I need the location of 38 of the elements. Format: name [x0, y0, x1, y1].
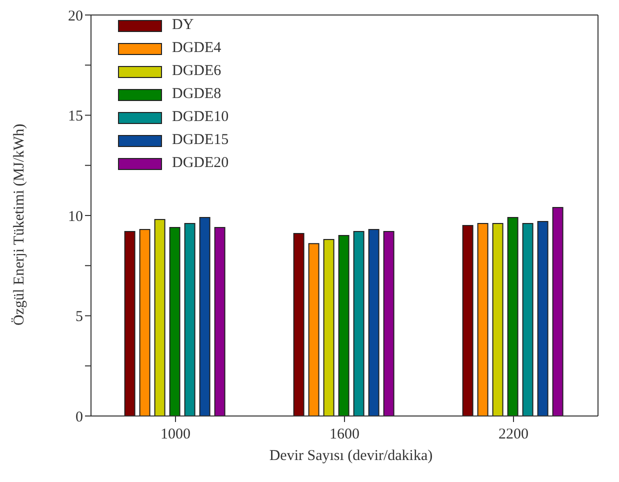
x-tick-label: 1000: [160, 426, 190, 443]
bar: [199, 217, 210, 416]
legend-label: DY: [172, 17, 194, 34]
y-tick-label: 5: [76, 309, 83, 326]
y-tick-label: 10: [68, 208, 83, 225]
bar: [214, 227, 226, 416]
x-axis-title: Devir Sayısı (devir/dakika): [268, 448, 434, 465]
x-tick-label: 1600: [330, 426, 360, 443]
bar: [462, 225, 474, 416]
bar: [293, 233, 304, 416]
y-tick-label: 0: [76, 409, 83, 426]
bar: [492, 223, 504, 416]
legend-label: DGDE10: [172, 109, 229, 126]
bar: [368, 229, 380, 416]
bar: [184, 223, 196, 416]
legend-label: DGDE15: [172, 132, 229, 149]
bar: [308, 243, 320, 416]
bar: [169, 227, 180, 416]
bar: [323, 239, 334, 416]
bar: [537, 221, 548, 416]
bar: [353, 231, 364, 416]
bar: [383, 231, 394, 416]
legend-label: DGDE4: [172, 40, 222, 57]
bar: [552, 206, 564, 416]
legend-label: DGDE6: [172, 63, 222, 80]
legend-label: DGDE8: [172, 86, 222, 103]
x-tick-label: 2200: [498, 426, 528, 443]
bar: [507, 217, 518, 416]
y-tick-label: 20: [68, 8, 83, 24]
bar: [338, 235, 350, 416]
bar: [522, 223, 534, 416]
bar: [154, 219, 166, 416]
legend-label: DGDE20: [172, 155, 229, 172]
y-axis-title: Özgül Enerji Tüketimi (MJ/kWh): [10, 124, 28, 326]
y-tick-label: 15: [68, 108, 83, 125]
bar: [139, 229, 150, 416]
bar: [477, 223, 488, 416]
bar: [124, 231, 136, 416]
